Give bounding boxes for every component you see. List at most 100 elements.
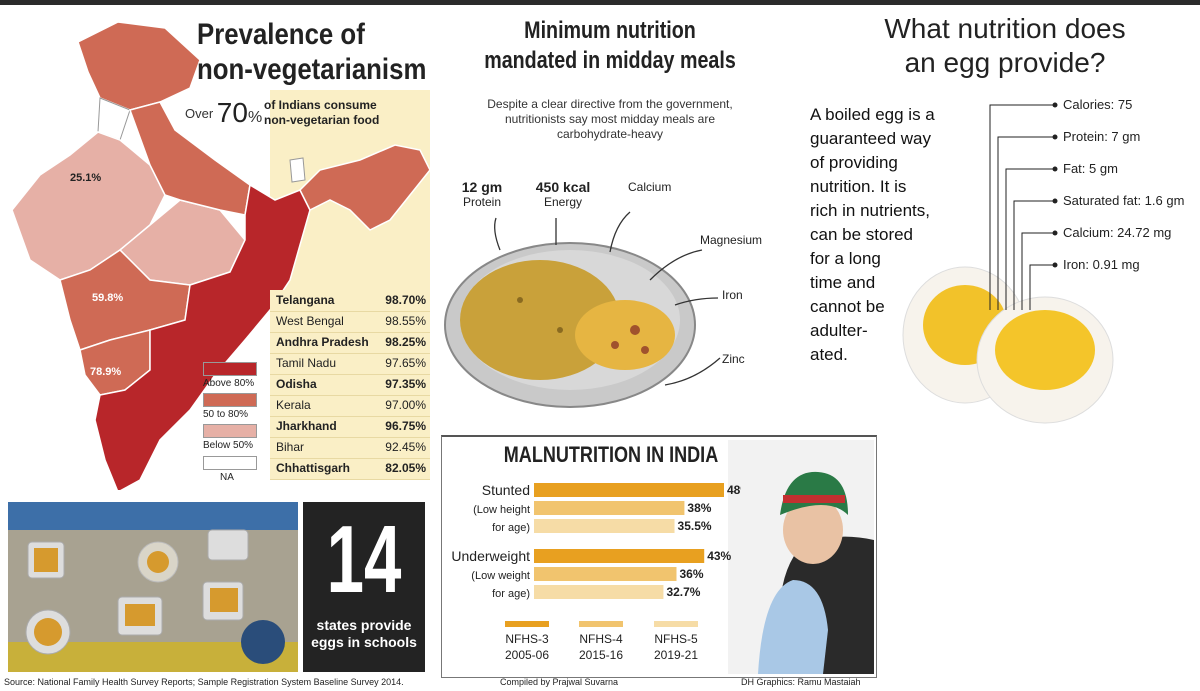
category-sublabel: (Low height xyxy=(473,504,530,516)
bar-nfhs-4-underweight xyxy=(534,567,677,581)
egg-title-line2: an egg provide? xyxy=(904,47,1106,78)
category-label: Stunted xyxy=(482,482,530,498)
bar-nfhs-4-stunted xyxy=(534,501,685,515)
state-row: Telangana 98.70% xyxy=(270,290,430,312)
nutrient-energy: 450 kcal Energy xyxy=(528,179,598,209)
category-sublabel: for age) xyxy=(492,522,530,534)
state-value: 97.35% xyxy=(385,377,426,391)
category-sublabel: (Low weight xyxy=(471,570,530,582)
state-row: Jharkhand 96.75% xyxy=(270,416,430,438)
over-pct: 70 xyxy=(216,97,248,128)
midday-subtitle: Despite a clear directive from the gover… xyxy=(455,97,765,142)
egg-body-line: cannot be xyxy=(810,297,885,316)
legend-label-below-50: Below 50% xyxy=(203,440,254,451)
bar-value-label: 32.7% xyxy=(666,585,700,599)
category-sublabel: for age) xyxy=(492,588,530,600)
bar-nfhs-3-stunted xyxy=(534,483,724,497)
legend-swatch-nfhs-5 xyxy=(654,621,698,627)
arrow-calcium xyxy=(609,211,631,253)
schools-text-line1: states provide xyxy=(316,617,412,633)
malnutrition-title: MALNUTRITION IN INDIA xyxy=(503,442,719,467)
midday-title-line1: Minimum nutrition xyxy=(524,17,696,44)
egg-body-line: time and xyxy=(810,273,876,292)
state-value: 97.00% xyxy=(385,398,426,412)
egg-item-protein: Protein: 7 gm xyxy=(1063,129,1141,144)
state-name: Telangana xyxy=(276,293,335,307)
state-row: Odisha 97.35% xyxy=(270,374,430,396)
egg-illustration xyxy=(902,102,1114,424)
protein-value: 12 gm xyxy=(461,179,503,195)
egg-body-line: ated. xyxy=(810,345,848,364)
state-name: Andhra Pradesh xyxy=(276,335,369,349)
over-70-statement: Over 70% xyxy=(185,93,266,128)
egg-body-line: adulter- xyxy=(810,321,868,340)
legend-series-period: 2005-06 xyxy=(505,648,549,662)
bar-value-label: 48% xyxy=(727,483,741,497)
egg-body-line: rich in nutrients, xyxy=(810,201,930,220)
nutrient-zinc: Zinc xyxy=(722,352,745,366)
nutrient-magnesium: Magnesium xyxy=(700,233,763,247)
map-label-south: 78.9% xyxy=(90,366,122,378)
energy-value: 450 kcal xyxy=(535,179,591,195)
legend-swatch-50-80 xyxy=(203,393,257,407)
midday-subtitle-line1: Despite a clear directive from the gover… xyxy=(487,97,733,111)
map-title-line1: Prevalence of xyxy=(197,18,365,51)
protein-label: Protein xyxy=(462,195,502,209)
state-value: 92.45% xyxy=(385,440,426,454)
bar-value-label: 43% xyxy=(707,549,731,563)
egg-body-line: nutrition. It is xyxy=(810,177,907,196)
midday-subtitle-line2: nutritionists say most midday meals are xyxy=(504,112,716,126)
state-table: Telangana 98.70% West Bengal 98.55% Andhra P… xyxy=(270,290,430,480)
state-name: Odisha xyxy=(276,377,317,391)
egg-body-line: guaranteed way xyxy=(810,129,931,148)
state-value: 82.05% xyxy=(385,461,426,475)
arrow-magnesium xyxy=(649,249,703,281)
legend-series-period: 2015-16 xyxy=(579,648,623,662)
egg-title-line1: What nutrition does xyxy=(884,13,1126,44)
over-text-line1: of Indians consume xyxy=(264,98,377,112)
state-value: 98.25% xyxy=(385,335,426,349)
nutrient-calcium: Calcium xyxy=(628,180,672,194)
schools-text-line2: eggs in schools xyxy=(311,634,417,650)
arrow-protein xyxy=(494,217,501,251)
state-value: 96.75% xyxy=(385,419,426,433)
legend-label-50-80: 50 to 80% xyxy=(203,409,249,420)
legend-series-name: NFHS-3 xyxy=(505,632,549,646)
egg-item-calories: Calories: 75 xyxy=(1063,97,1133,112)
malnutrition-bar-chart: Stunted (Low height for age) 48% 38% 35.5% Und… xyxy=(451,482,741,662)
legend-series-name: NFHS-4 xyxy=(579,632,623,646)
child-photo xyxy=(728,440,874,674)
egg-body-line: can be stored xyxy=(810,225,914,244)
bar-nfhs-5-stunted xyxy=(534,519,675,533)
state-row: Bihar 92.45% xyxy=(270,437,430,459)
bar-nfhs-5-underweight xyxy=(534,585,664,599)
state-row: Chhattisgarh 82.05% xyxy=(270,458,430,480)
schools-text: states provide eggs in schools xyxy=(303,617,425,651)
egg-item-fat: Fat: 5 gm xyxy=(1063,161,1118,176)
bar-value-label: 38% xyxy=(687,501,711,515)
midday-subtitle-line3: carbohydrate-heavy xyxy=(556,127,664,141)
egg-body-line: of providing xyxy=(810,153,898,172)
footer-source: Source: National Family Health Survey Re… xyxy=(4,677,404,687)
egg-item-iron: Iron: 0.91 mg xyxy=(1063,257,1140,272)
legend-series-period: 2019-21 xyxy=(654,648,698,662)
meal-plate-illustration xyxy=(444,211,721,408)
map-region-northeast xyxy=(299,144,431,231)
state-name: Tamil Nadu xyxy=(276,356,337,370)
map-label-west: 59.8% xyxy=(92,292,124,304)
midday-title: Minimum nutrition mandated in midday mea… xyxy=(483,16,737,76)
footer-graphics: DH Graphics: Ramu Mastaiah xyxy=(741,677,861,687)
arrow-iron xyxy=(674,297,719,306)
schools-highlight-box xyxy=(303,502,425,672)
legend-swatch-nfhs-4 xyxy=(579,621,623,627)
egg-body-line: for a long xyxy=(810,249,881,268)
egg-title: What nutrition does an egg provide? xyxy=(860,12,1150,80)
schools-number: 14 xyxy=(326,506,402,613)
map-region-north xyxy=(77,21,201,111)
legend-swatch-above-80 xyxy=(203,362,257,376)
legend-series-name: NFHS-5 xyxy=(654,632,698,646)
legend-label-na: NA xyxy=(220,472,234,483)
state-row: Tamil Nadu 97.65% xyxy=(270,353,430,375)
egg-body-text: A boiled egg is a guaranteed way of provid… xyxy=(810,103,975,367)
arrow-zinc xyxy=(664,357,721,386)
